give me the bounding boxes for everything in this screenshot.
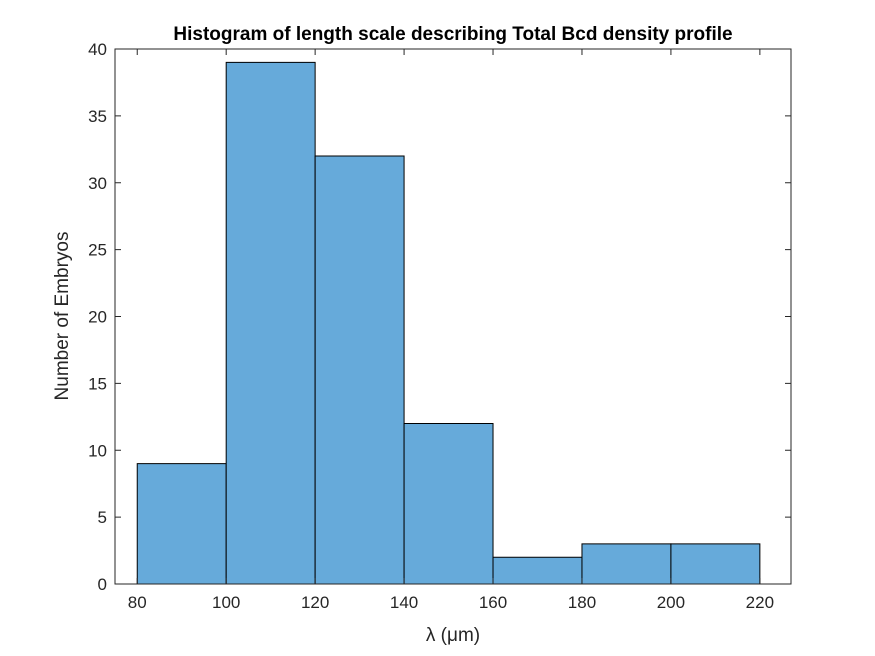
histogram-bar xyxy=(670,543,761,585)
x-tick-label: 200 xyxy=(657,593,685,612)
y-ticks-group: 0 5 10 15 20 25 30 35 40 xyxy=(88,40,791,594)
x-tick-label: 100 xyxy=(212,593,240,612)
y-tick-label: 40 xyxy=(88,40,107,59)
x-tick-label: 160 xyxy=(479,593,507,612)
y-tick-label: 15 xyxy=(88,374,107,393)
x-axis-label: λ (μm) xyxy=(426,625,480,646)
histogram-bar xyxy=(492,556,583,585)
bars-group xyxy=(136,61,761,585)
chart-title: Histogram of length scale describing Tot… xyxy=(173,24,732,45)
y-tick-label: 0 xyxy=(98,575,107,594)
axes-box xyxy=(114,48,792,585)
y-tick-label: 35 xyxy=(88,107,107,126)
histogram-bar xyxy=(581,543,672,585)
histogram-bar xyxy=(314,155,405,585)
x-ticks-group: 80 100 120 140 160 180 200 220 xyxy=(128,49,774,612)
y-tick-label: 25 xyxy=(88,241,107,260)
y-tick-label: 30 xyxy=(88,174,107,193)
y-tick-label: 5 xyxy=(98,508,107,527)
x-tick-label: 140 xyxy=(390,593,418,612)
histogram-bar xyxy=(225,61,316,585)
y-tick-label: 10 xyxy=(88,441,107,460)
y-tick-label: 20 xyxy=(88,308,107,327)
histogram-bar xyxy=(136,463,227,585)
y-axis-label: Number of Embryos xyxy=(52,232,73,401)
x-tick-label: 220 xyxy=(746,593,774,612)
x-tick-label: 180 xyxy=(568,593,596,612)
x-tick-label: 120 xyxy=(301,593,329,612)
x-tick-label: 80 xyxy=(128,593,147,612)
histogram-bar xyxy=(403,423,494,585)
